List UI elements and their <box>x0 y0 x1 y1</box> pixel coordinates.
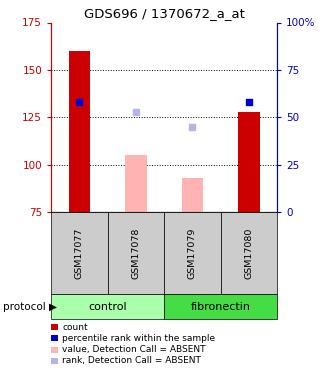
Text: count: count <box>62 322 88 332</box>
Bar <box>69 51 90 212</box>
Text: control: control <box>88 302 127 312</box>
Text: fibronectin: fibronectin <box>191 302 251 312</box>
Title: GDS696 / 1370672_a_at: GDS696 / 1370672_a_at <box>84 7 245 20</box>
Text: GSM17078: GSM17078 <box>131 227 141 279</box>
Point <box>190 124 195 130</box>
Text: value, Detection Call = ABSENT: value, Detection Call = ABSENT <box>62 345 206 354</box>
Text: GSM17080: GSM17080 <box>245 227 253 279</box>
Text: GSM17079: GSM17079 <box>188 227 197 279</box>
Point <box>246 99 251 105</box>
Text: rank, Detection Call = ABSENT: rank, Detection Call = ABSENT <box>62 356 201 365</box>
Point <box>133 108 139 114</box>
Text: percentile rank within the sample: percentile rank within the sample <box>62 334 215 343</box>
Text: GSM17077: GSM17077 <box>75 227 84 279</box>
Bar <box>182 178 203 212</box>
Point <box>77 99 82 105</box>
Bar <box>125 155 147 212</box>
Text: protocol ▶: protocol ▶ <box>3 302 57 312</box>
Bar <box>238 111 260 212</box>
